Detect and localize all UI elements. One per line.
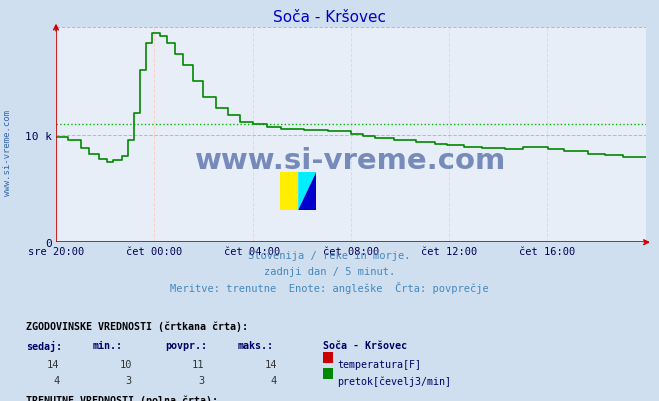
Polygon shape — [298, 172, 316, 211]
Text: pretok[čevelj3/min]: pretok[čevelj3/min] — [337, 375, 451, 386]
Text: 3: 3 — [126, 375, 132, 385]
Polygon shape — [298, 172, 316, 211]
Text: 10: 10 — [119, 359, 132, 369]
Text: sedaj:: sedaj: — [26, 340, 63, 351]
Text: Slovenija / reke in morje.: Slovenija / reke in morje. — [248, 251, 411, 261]
Text: maks.:: maks.: — [237, 340, 273, 350]
Polygon shape — [280, 172, 298, 211]
Text: min.:: min.: — [92, 340, 123, 350]
Text: 3: 3 — [198, 375, 204, 385]
Text: TRENUTNE VREDNOSTI (polna črta):: TRENUTNE VREDNOSTI (polna črta): — [26, 395, 218, 401]
Text: Meritve: trenutne  Enote: angleške  Črta: povprečje: Meritve: trenutne Enote: angleške Črta: … — [170, 281, 489, 293]
Text: www.si-vreme.com: www.si-vreme.com — [3, 109, 13, 195]
Text: temperatura[F]: temperatura[F] — [337, 359, 421, 369]
Text: povpr.:: povpr.: — [165, 340, 207, 350]
Text: ZGODOVINSKE VREDNOSTI (črtkana črta):: ZGODOVINSKE VREDNOSTI (črtkana črta): — [26, 321, 248, 331]
Text: Soča - Kršovec: Soča - Kršovec — [273, 10, 386, 25]
Text: zadnji dan / 5 minut.: zadnji dan / 5 minut. — [264, 266, 395, 276]
Text: www.si-vreme.com: www.si-vreme.com — [195, 147, 507, 175]
Text: 4: 4 — [271, 375, 277, 385]
Text: 14: 14 — [264, 359, 277, 369]
Text: Soča - Kršovec: Soča - Kršovec — [323, 340, 407, 350]
Text: 11: 11 — [192, 359, 204, 369]
Text: 14: 14 — [47, 359, 59, 369]
Text: 4: 4 — [53, 375, 59, 385]
